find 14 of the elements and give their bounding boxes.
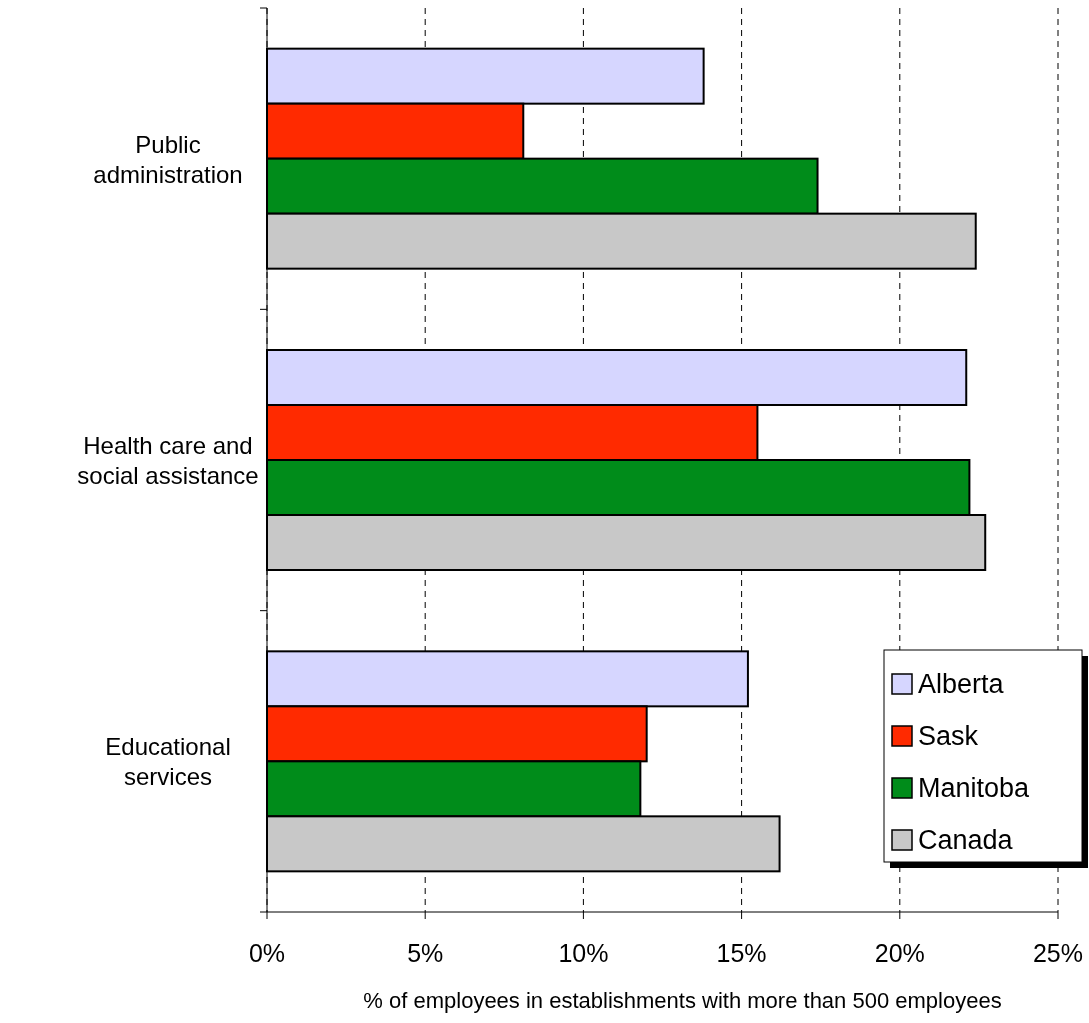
legend-label: Manitoba [918, 773, 1031, 803]
x-tick-label: 25% [1032, 939, 1084, 967]
x-tick-label: 5% [407, 939, 444, 967]
x-axis-title: % of employees in establishments with more than 500 employees [363, 988, 1002, 1013]
x-tick-label: 20% [874, 939, 925, 967]
legend-label: Alberta [918, 669, 1005, 699]
x-tick-label: 10% [558, 939, 609, 967]
x-tick-label: 0% [248, 939, 286, 967]
legend-label: Canada [918, 825, 1014, 855]
x-tick-label: 15% [716, 939, 767, 967]
y-tick-label: Educational services [105, 733, 231, 791]
y-tick-label: Public administration [93, 130, 243, 188]
legend-label: Sask [918, 721, 979, 751]
y-tick-label: Health care and social assistance [77, 432, 259, 489]
